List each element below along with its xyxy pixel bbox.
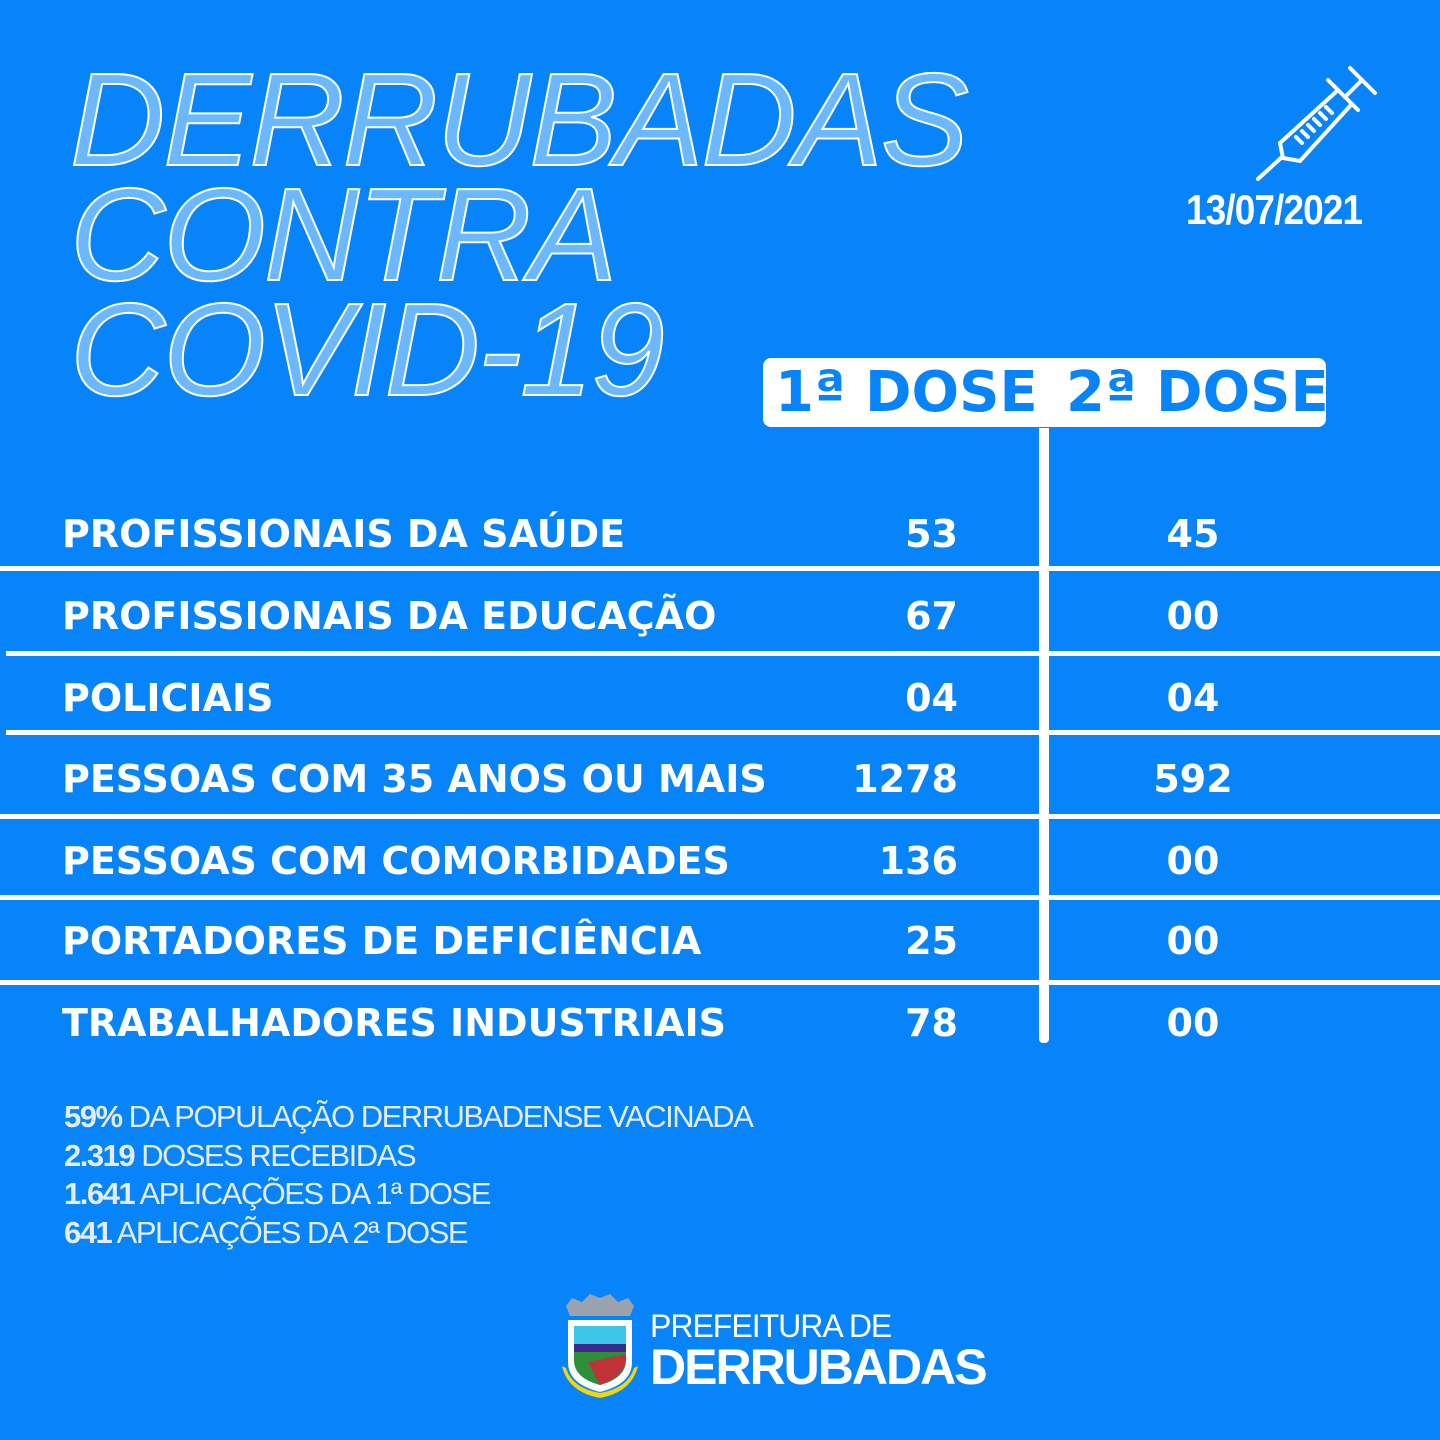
dose1-value: 67 (905, 594, 958, 638)
row-divider (6, 730, 1440, 735)
syringe-icon (1256, 66, 1377, 181)
stat-line: 59% DA POPULAÇÃO DERRUBADENSE VACINADA (64, 1098, 754, 1137)
dose1-value: 136 (878, 839, 958, 883)
date: 13/07/2021 (1186, 186, 1363, 233)
dose2-value: 00 (1166, 594, 1220, 638)
page-title: DERRUBADAS CONTRA COVID-19 (69, 46, 970, 423)
stat-value: 59% (64, 1099, 123, 1134)
stat-value: 1.641 (64, 1176, 136, 1211)
stat-line: 2.319 DOSES RECEBIDAS (64, 1137, 752, 1176)
stat-line: 1.641 APLICAÇÕES DA 1ª DOSE (64, 1175, 752, 1214)
title-line: DERRUBADAS (69, 46, 970, 193)
row-label: PESSOAS COM 35 ANOS OU MAIS (62, 757, 767, 801)
dose1-value: 25 (905, 919, 958, 963)
row-divider (0, 814, 1440, 819)
footer-line2: DERRUBADAS (650, 1339, 988, 1395)
title-line: CONTRA (69, 161, 618, 308)
row-label: PORTADORES DE DEFICIÊNCIA (62, 919, 702, 963)
header-dose2: 2ª DOSE (1066, 360, 1329, 425)
table-row: TRABALHADORES INDUSTRIAIS 78 00 (0, 1001, 1440, 1045)
dose1-value: 53 (905, 512, 958, 556)
footer-brand: PREFEITURA DE DERRUBADAS (650, 1308, 988, 1395)
table-row: PORTADORES DE DEFICIÊNCIA 25 00 (0, 919, 1440, 963)
summary-stats: 59% DA POPULAÇÃO DERRUBADENSE VACINADA 2… (64, 1098, 754, 1253)
table-row: PROFISSIONAIS DA SAÚDE 53 45 (0, 512, 1440, 556)
title-line: COVID-19 (69, 276, 666, 423)
table-row: POLICIAIS 04 04 (0, 676, 1440, 720)
dose2-value: 00 (1166, 1001, 1220, 1045)
row-divider (0, 895, 1440, 900)
table-row: PROFISSIONAIS DA EDUCAÇÃO 67 00 (0, 594, 1440, 638)
footer-line1: PREFEITURA DE (650, 1308, 892, 1344)
row-divider (0, 980, 1440, 985)
row-label: PROFISSIONAIS DA EDUCAÇÃO (62, 594, 717, 638)
dose1-value: 1278 (852, 757, 958, 801)
stat-text: DA POPULAÇÃO DERRUBADENSE VACINADA (128, 1099, 754, 1134)
dose2-value: 592 (1153, 757, 1233, 801)
stat-line: 641 APLICAÇÕES DA 2ª DOSE (64, 1214, 752, 1253)
stat-text: APLICAÇÕES DA 1ª DOSE (139, 1176, 491, 1211)
dose2-value: 45 (1166, 512, 1220, 556)
row-label: TRABALHADORES INDUSTRIAIS (62, 1001, 726, 1045)
stat-text: DOSES RECEBIDAS (141, 1137, 416, 1173)
dose-header: 1ª DOSE 2ª DOSE (763, 358, 1329, 427)
row-label: PROFISSIONAIS DA SAÚDE (62, 512, 626, 556)
dose2-value: 00 (1166, 919, 1220, 963)
row-label: POLICIAIS (62, 676, 274, 720)
stat-value: 2.319 (64, 1137, 136, 1173)
row-divider (6, 651, 1440, 656)
header-dose1: 1ª DOSE (775, 360, 1038, 425)
table-row: PESSOAS COM COMORBIDADES 136 00 (0, 839, 1440, 883)
row-divider (0, 566, 1440, 571)
row-label: PESSOAS COM COMORBIDADES (62, 839, 730, 883)
dose1-value: 78 (905, 1001, 958, 1045)
dose2-value: 00 (1166, 839, 1220, 883)
municipal-crest-logo (562, 1294, 638, 1398)
stat-value: 641 (64, 1214, 113, 1250)
dose2-value: 04 (1166, 676, 1220, 720)
column-divider (1039, 428, 1049, 1043)
table-row: PESSOAS COM 35 ANOS OU MAIS 1278 592 (0, 757, 1440, 801)
dose1-value: 04 (905, 676, 958, 720)
stat-text: APLICAÇÕES DA 2ª DOSE (116, 1214, 469, 1250)
